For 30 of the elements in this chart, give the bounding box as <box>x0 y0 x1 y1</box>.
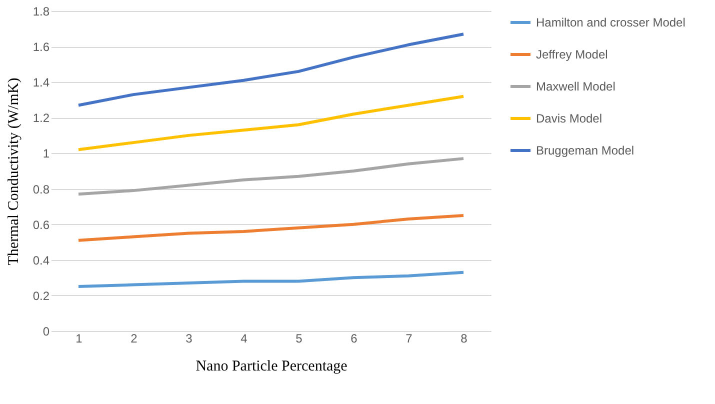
line-series <box>77 214 465 242</box>
x-tick-label: 1 <box>76 332 83 346</box>
line-series <box>77 157 465 196</box>
y-tick-label: 1.4 <box>32 76 50 90</box>
x-tick-label: 3 <box>186 332 193 346</box>
x-tick-label: 6 <box>350 332 358 346</box>
y-tick-label: 0.2 <box>32 288 50 303</box>
legend-label: Maxwell Model <box>536 80 616 94</box>
legend-label: Bruggeman Model <box>536 144 634 158</box>
y-tick-label: 1.6 <box>32 40 50 54</box>
x-tick-label: 2 <box>130 332 138 346</box>
line-series <box>77 94 465 152</box>
legend-label: Hamilton and crosser Model <box>536 16 686 30</box>
line-series <box>77 270 465 288</box>
x-tick-label: 7 <box>406 332 413 346</box>
x-tick-label: 4 <box>240 332 248 346</box>
y-tick-label: 0.8 <box>32 182 50 196</box>
x-tick-label: 5 <box>296 332 303 346</box>
y-tick-label: 1.2 <box>32 111 50 126</box>
y-tick-label: 0.6 <box>32 218 50 232</box>
y-tick-label: 0 <box>42 324 50 338</box>
y-tick-label: 1.8 <box>32 4 50 18</box>
x-axis-title: Nano Particle Percentage <box>196 358 348 374</box>
y-axis-title: Thermal Conductivity (W/mK) <box>6 78 22 266</box>
y-tick-label: 1 <box>42 146 50 161</box>
y-tick-label: 0.4 <box>32 253 50 268</box>
legend-label: Davis Model <box>536 112 602 126</box>
line-series <box>77 32 465 107</box>
legend-label: Jeffrey Model <box>536 48 608 62</box>
x-tick-label: 8 <box>460 332 468 346</box>
